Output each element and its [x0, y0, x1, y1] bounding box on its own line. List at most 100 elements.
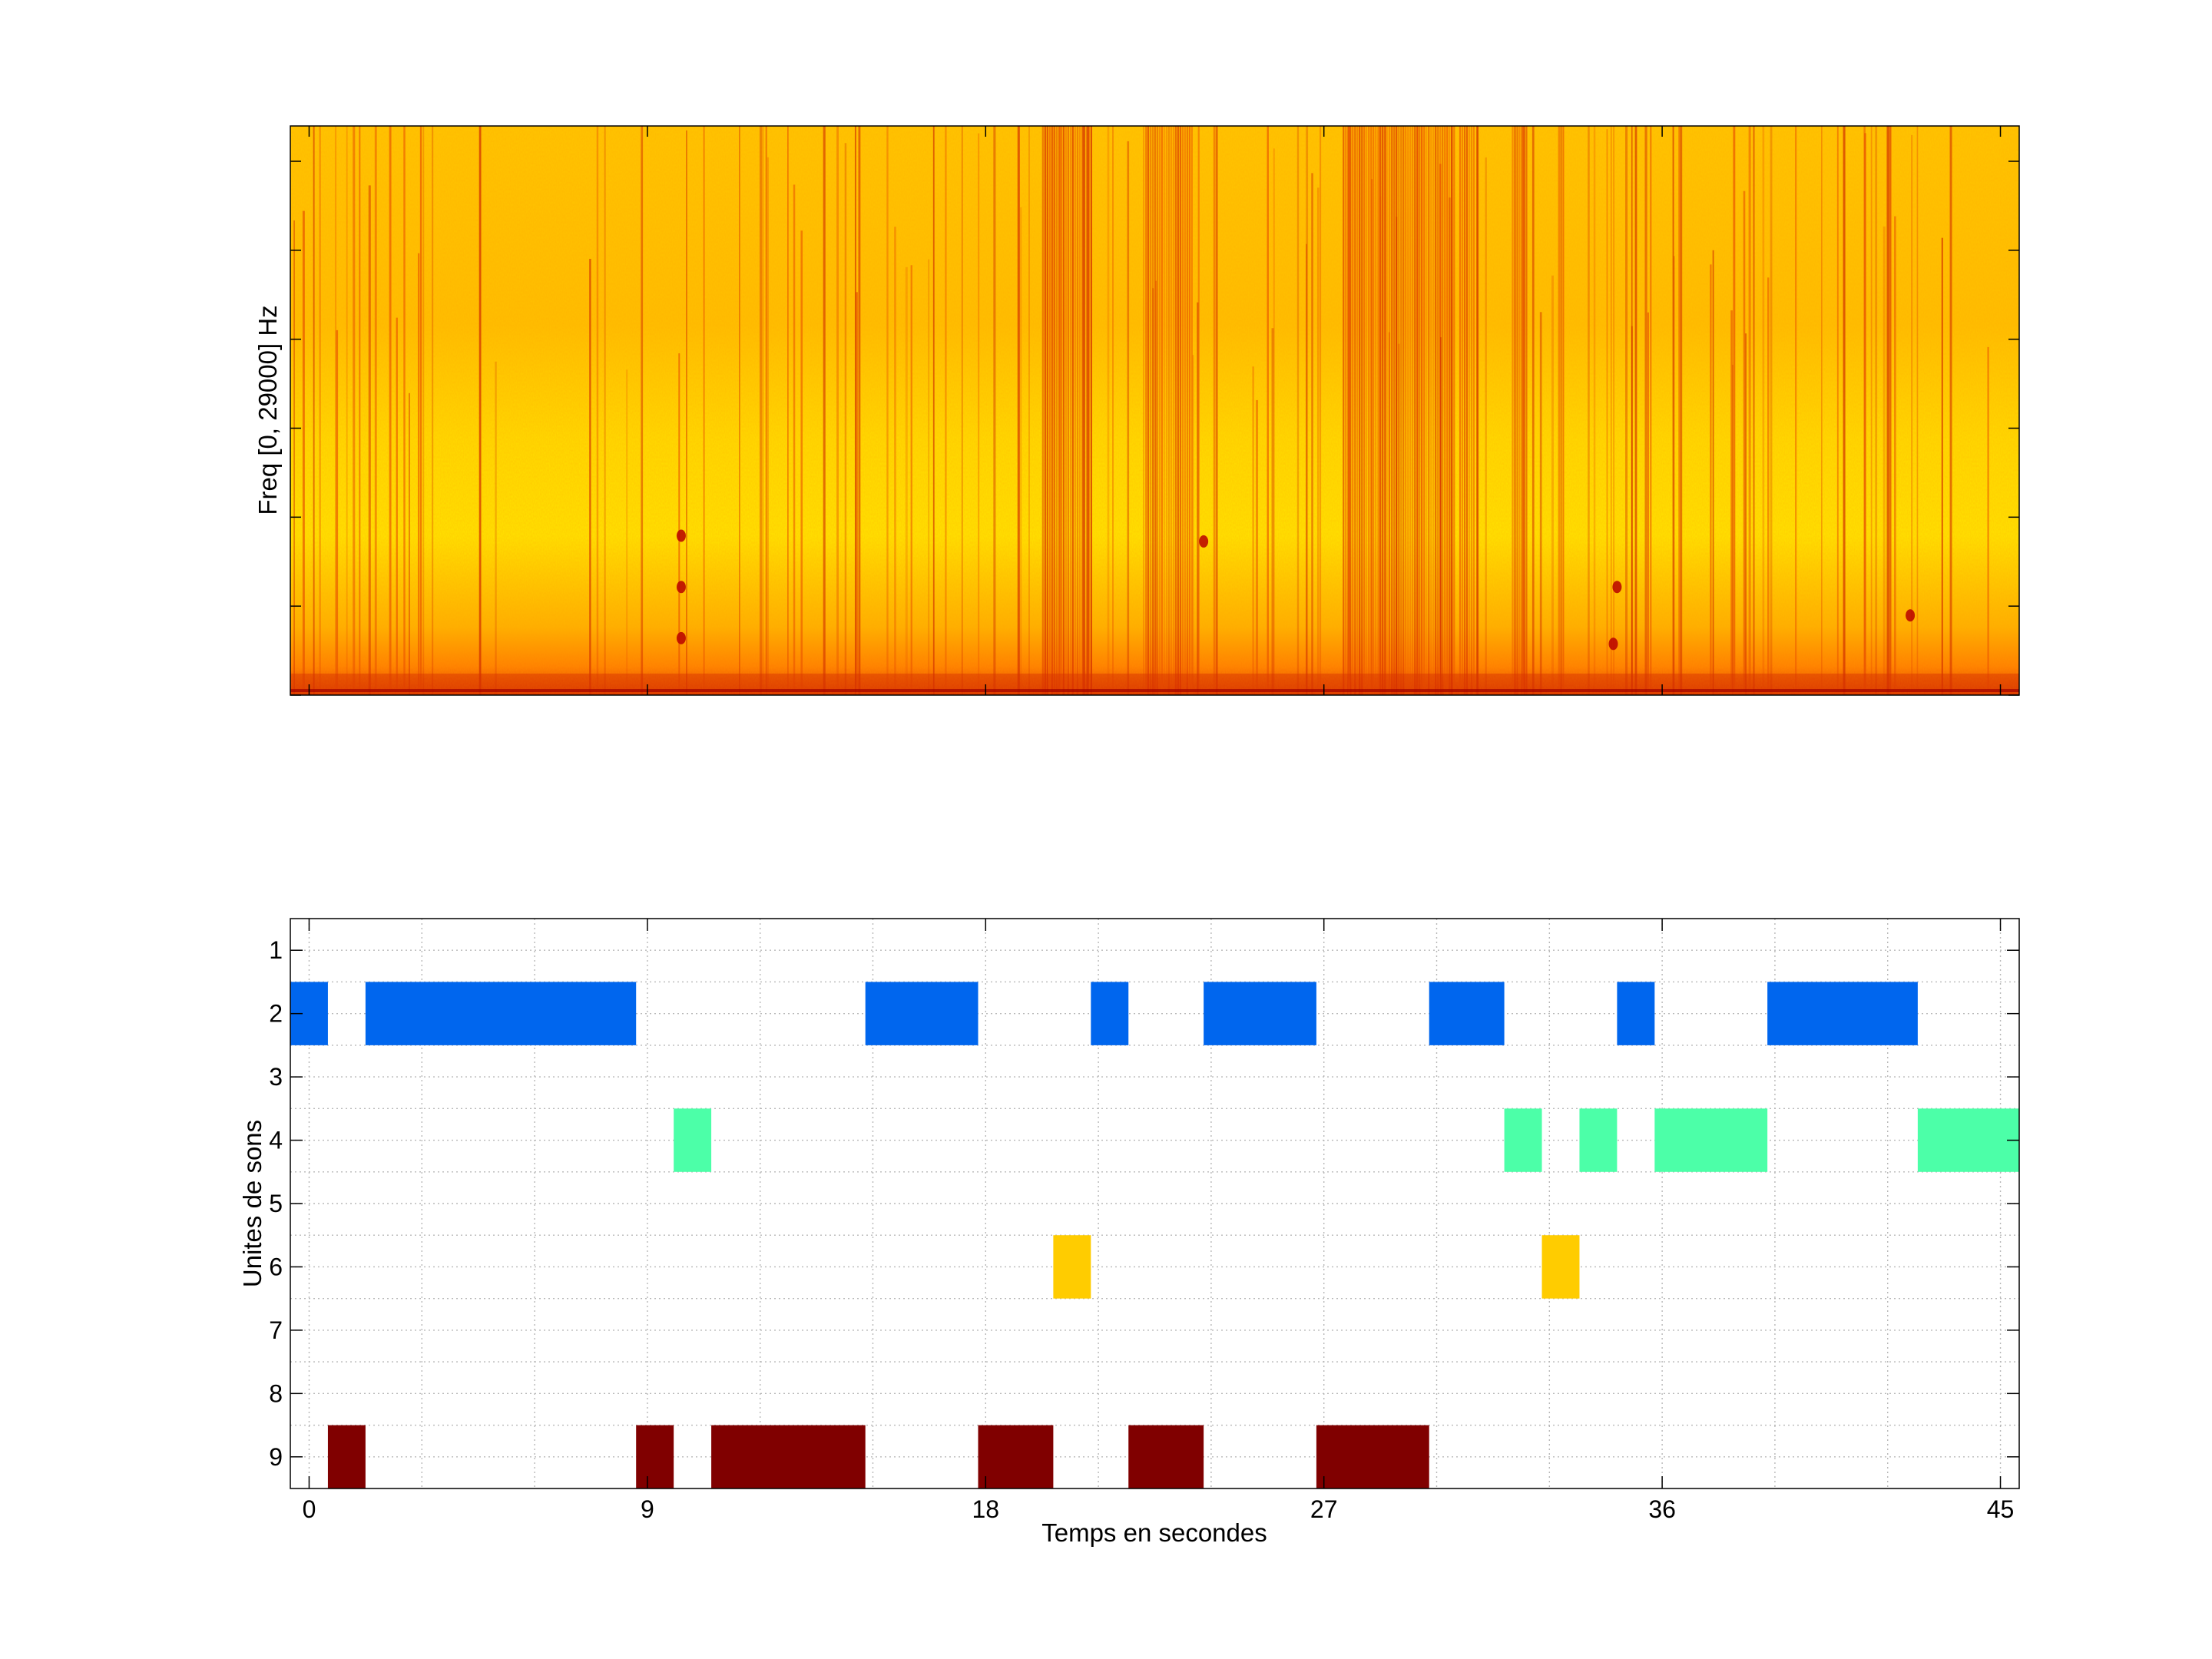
- spectrogram-ticks: [290, 126, 2019, 696]
- spectrogram-band-line: [1071, 126, 1074, 695]
- spectrogram-click-line: [1712, 250, 1714, 695]
- spectrogram-click-line: [1145, 126, 1147, 695]
- spectrogram-click-line: [1273, 148, 1275, 695]
- spectrogram-click-line: [1673, 256, 1675, 695]
- spectrogram-band-line: [1051, 126, 1053, 695]
- spectrogram-band-line: [1078, 126, 1081, 695]
- x-tick-label: 36: [1648, 1495, 1676, 1523]
- spectrogram-band-line: [1041, 126, 1044, 695]
- unit-4-bar: [1654, 1108, 1768, 1172]
- y-tick-label: 6: [269, 1253, 283, 1280]
- spectrogram-click-line: [336, 329, 339, 695]
- spectrogram-click-line: [1371, 179, 1373, 695]
- spectrogram-band-line: [1459, 126, 1462, 695]
- spectrogram-band-line: [1069, 126, 1071, 695]
- spectrogram-click-line: [1678, 126, 1681, 695]
- spectrogram-click-line: [1744, 333, 1747, 695]
- spectrogram-click-line: [961, 126, 963, 695]
- x-tick-label: 27: [1310, 1495, 1338, 1523]
- spectrogram-click-line: [1731, 364, 1734, 695]
- spectrogram-click-line: [1152, 288, 1154, 695]
- spectrogram-band-line: [1147, 126, 1149, 695]
- spectrogram-click-line: [419, 126, 422, 695]
- unit-9-bar: [1316, 1425, 1429, 1488]
- spectrogram-click-line: [641, 126, 644, 695]
- spectrogram-click-line: [1082, 126, 1085, 695]
- unit-9-bar: [327, 1425, 366, 1488]
- spectrogram-click-line: [1316, 187, 1320, 695]
- spectrogram-band-line: [1516, 126, 1518, 695]
- unit-4-bar: [1917, 1108, 2019, 1172]
- spectrogram-click-line: [1551, 275, 1554, 695]
- spectrogram-click-line: [1213, 126, 1216, 695]
- spectrogram-band-line: [1184, 126, 1186, 695]
- spectrogram-click-line: [1539, 312, 1542, 695]
- spectrogram-click-line: [313, 126, 315, 695]
- spectrogram-click-line: [1017, 126, 1020, 695]
- spectrogram-click-line: [1420, 126, 1423, 695]
- spectrogram-band-line: [1055, 126, 1058, 695]
- spectrogram-band-line: [1407, 126, 1409, 695]
- spectrogram-band-line: [1044, 126, 1046, 695]
- spectrogram-vertical-lines: [290, 126, 2019, 696]
- spectrogram-band-line: [1053, 126, 1055, 695]
- y-tick-label: 8: [269, 1379, 283, 1407]
- spectrogram-click-line: [1889, 126, 1892, 695]
- spectrogram-band-line: [1179, 126, 1181, 695]
- spectrogram-click-line: [1987, 346, 1989, 695]
- spectrogram-click-line: [368, 185, 371, 695]
- spectrogram-baseline: [290, 689, 2019, 692]
- spectrogram-band-line: [1449, 126, 1451, 695]
- spectrogram-click-line: [604, 126, 606, 695]
- spectrogram-click-line: [1631, 126, 1633, 695]
- spectrogram-band-line: [1076, 126, 1078, 695]
- spectrogram-click-line: [319, 126, 321, 695]
- y-tick-label: 4: [269, 1127, 283, 1154]
- unit-2-bar: [1091, 982, 1129, 1045]
- spectrogram-band-line: [1151, 126, 1154, 695]
- spectrogram-click-line: [1311, 173, 1313, 695]
- spectrogram-band-line: [1181, 126, 1184, 695]
- spectrogram-click-line: [1306, 126, 1309, 695]
- spectrogram-click-line: [293, 220, 295, 695]
- spectrogram-band-line: [1446, 126, 1449, 695]
- spectrogram-band-line: [1190, 126, 1193, 695]
- spectrogram-click-line: [800, 230, 803, 695]
- spectrogram-click-line: [1192, 355, 1194, 695]
- spectrogram-click-line: [1058, 126, 1061, 695]
- spectrogram-band-line: [1430, 126, 1432, 695]
- spectrogram-band-line: [1391, 126, 1393, 695]
- spectrogram-band-line: [1523, 126, 1525, 695]
- spectrogram-click-line: [1416, 126, 1419, 695]
- spectrogram-call: [1612, 581, 1622, 594]
- spectrogram-click-line: [353, 126, 356, 695]
- unit-4-bar: [674, 1108, 712, 1172]
- spectrogram-click-line: [1610, 126, 1612, 695]
- spectrogram-click-line: [432, 126, 434, 695]
- spectrogram-click-line: [1588, 126, 1590, 695]
- spectrogram-band-line: [1177, 126, 1179, 695]
- spectrogram-band-line: [1349, 126, 1352, 695]
- spectrogram-click-line: [1883, 226, 1886, 695]
- spectrogram-click-line: [1634, 126, 1637, 695]
- spectrogram-band-line: [1453, 126, 1455, 695]
- spectrogram-click-line: [334, 126, 337, 695]
- spectrogram-click-line: [1197, 302, 1199, 695]
- raster-frame: [290, 918, 2020, 1489]
- spectrogram-click-line: [932, 126, 935, 695]
- spectrogram-click-line: [1894, 216, 1896, 695]
- spectrogram-click-line: [993, 126, 996, 695]
- spectrogram-click-line: [1112, 126, 1114, 695]
- spectrogram-click-line: [1730, 310, 1733, 695]
- spectrogram-band-line: [1426, 126, 1428, 695]
- spectrogram-click-line: [1020, 207, 1022, 695]
- spectrogram-click-line: [1613, 126, 1615, 695]
- spectrogram-band-line: [1174, 126, 1177, 695]
- spectrogram-click-line: [479, 126, 482, 695]
- spectrogram-band-line: [1379, 126, 1382, 695]
- spectrogram-band-line: [1512, 126, 1514, 695]
- spectrogram-band-line: [1398, 126, 1400, 695]
- spectrogram-click-line: [417, 253, 420, 695]
- spectrogram-click-line: [1870, 126, 1873, 695]
- spectrogram-band-line: [1161, 126, 1163, 695]
